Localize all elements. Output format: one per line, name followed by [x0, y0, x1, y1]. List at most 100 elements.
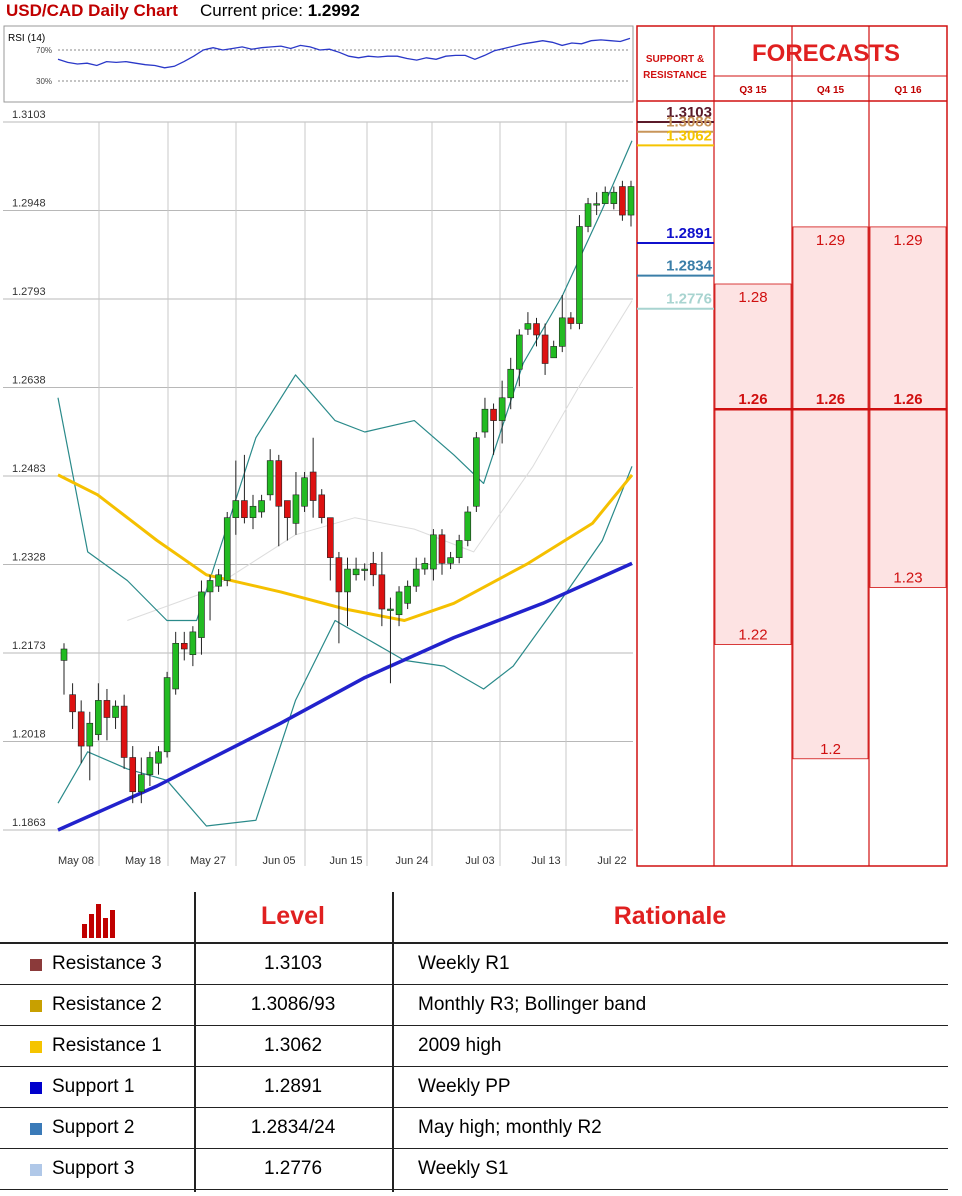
candle-body	[292, 494, 300, 524]
candle-body	[86, 722, 94, 747]
x-tick-label: Jun 15	[329, 855, 362, 867]
level-name: Resistance 1	[52, 1035, 162, 1056]
rsi-label: RSI (14)	[8, 33, 45, 44]
candle-body	[69, 694, 76, 713]
candle-body	[198, 591, 205, 638]
forecast-low-value: 1.2	[820, 741, 841, 758]
candle-body	[155, 751, 162, 764]
table-row: Resistance 3 1.3103 Weekly R1	[0, 944, 948, 985]
x-tick-label: May 08	[58, 855, 94, 867]
candle-body	[241, 500, 248, 518]
table-col-level: Level	[261, 902, 325, 930]
level-value: 1.2891	[263, 1076, 323, 1097]
candle-body	[447, 557, 454, 564]
candle-body	[163, 677, 171, 753]
chart-title: USD/CAD Daily Chart	[6, 1, 178, 20]
candle-body	[584, 203, 592, 227]
candle-body	[206, 580, 214, 593]
table-row: Support 1 1.2891 Weekly PP	[0, 1067, 948, 1108]
candle-body	[318, 494, 326, 518]
bollinger-upper-line	[57, 140, 633, 622]
level-value: 1.3062	[263, 1035, 323, 1056]
candle-body	[189, 631, 197, 656]
bar-chart-icon	[82, 904, 115, 938]
forecast-high-value: 1.28	[738, 289, 767, 306]
candle-body	[387, 608, 394, 611]
level-value: 1.2834/24	[250, 1117, 336, 1138]
candle-body	[610, 191, 618, 204]
x-tick-label: Jun 24	[395, 855, 428, 867]
candle-body	[576, 226, 583, 324]
candle-body	[309, 471, 317, 501]
y-tick-label: 1.2948	[12, 198, 46, 210]
candle-body	[395, 591, 403, 616]
rsi-panel	[3, 25, 634, 103]
x-tick-label: May 27	[190, 855, 226, 867]
candle-body	[77, 711, 85, 747]
level-rationale: Weekly R1	[418, 953, 510, 974]
sr-level-label: 1.2834	[666, 258, 713, 275]
candle-body	[619, 186, 626, 216]
candle-body	[215, 574, 222, 587]
rsi-line	[57, 37, 631, 69]
candle-body	[327, 517, 334, 558]
current-price-label: Current price:	[200, 1, 303, 20]
candle-body	[232, 500, 240, 518]
moving-average-200-line	[57, 561, 633, 832]
plot-background	[3, 122, 633, 868]
candle-body	[378, 574, 386, 610]
candle-body	[593, 203, 600, 206]
forecast-range-box	[714, 283, 792, 645]
bollinger-mid-line	[127, 300, 633, 621]
y-tick-label: 1.2173	[12, 640, 46, 652]
level-name: Resistance 3	[52, 953, 162, 974]
candle-body	[266, 460, 274, 496]
candle-body	[567, 317, 575, 324]
moving-average-50-line	[57, 473, 634, 622]
level-color-swatch	[30, 1041, 42, 1053]
candle-body	[455, 540, 463, 558]
candle-body	[533, 323, 540, 336]
candle-body	[550, 346, 557, 359]
level-name: Support 2	[52, 1117, 135, 1138]
forecast-mid-value: 1.26	[738, 391, 767, 408]
candle-body	[524, 323, 532, 330]
candle-body	[249, 505, 257, 518]
x-tick-label: Jul 13	[531, 855, 560, 867]
table-row: Support 2 1.2834/24 May high; monthly R2	[0, 1108, 948, 1149]
candle-body	[60, 648, 68, 661]
candle-body	[498, 397, 506, 421]
level-name: Resistance 2	[52, 994, 162, 1015]
forecast-high-value: 1.29	[893, 232, 922, 249]
candle-body	[412, 568, 420, 587]
candle-body	[146, 757, 154, 775]
level-name: Support 1	[52, 1076, 135, 1097]
sr-level-label: 1.3086	[666, 114, 712, 131]
candle-body	[335, 557, 343, 593]
level-value: 1.3103	[263, 953, 323, 974]
table-col-rationale: Rationale	[613, 902, 727, 930]
y-tick-label: 1.3103	[12, 109, 46, 121]
y-tick-label: 1.2328	[12, 552, 46, 564]
sr-heading-line2: RESISTANCE	[643, 70, 707, 81]
table-row: Support 3 1.2776 Weekly S1	[0, 1149, 948, 1190]
forecast-low-value: 1.22	[738, 627, 767, 644]
candle-body	[120, 705, 128, 758]
current-price-value: 1.2992	[307, 1, 360, 20]
candle-body	[507, 368, 515, 399]
candle-body	[558, 317, 566, 347]
forecast-mid-value: 1.26	[893, 391, 922, 408]
candle-body	[352, 568, 360, 576]
candle-body	[481, 408, 489, 433]
candle-body	[404, 585, 411, 604]
sr-level-label: 1.3062	[666, 127, 712, 144]
sr-level-label: 1.2776	[666, 291, 712, 308]
candle-body	[516, 334, 523, 370]
candle-body	[112, 705, 119, 718]
candle-body	[464, 511, 472, 541]
forecast-mid-value: 1.26	[816, 391, 845, 408]
level-value: 1.3086/93	[250, 994, 336, 1015]
rsi-level-label: 30%	[36, 77, 52, 86]
forecast-low-value: 1.23	[893, 569, 922, 586]
level-rationale: 2009 high	[418, 1035, 502, 1056]
